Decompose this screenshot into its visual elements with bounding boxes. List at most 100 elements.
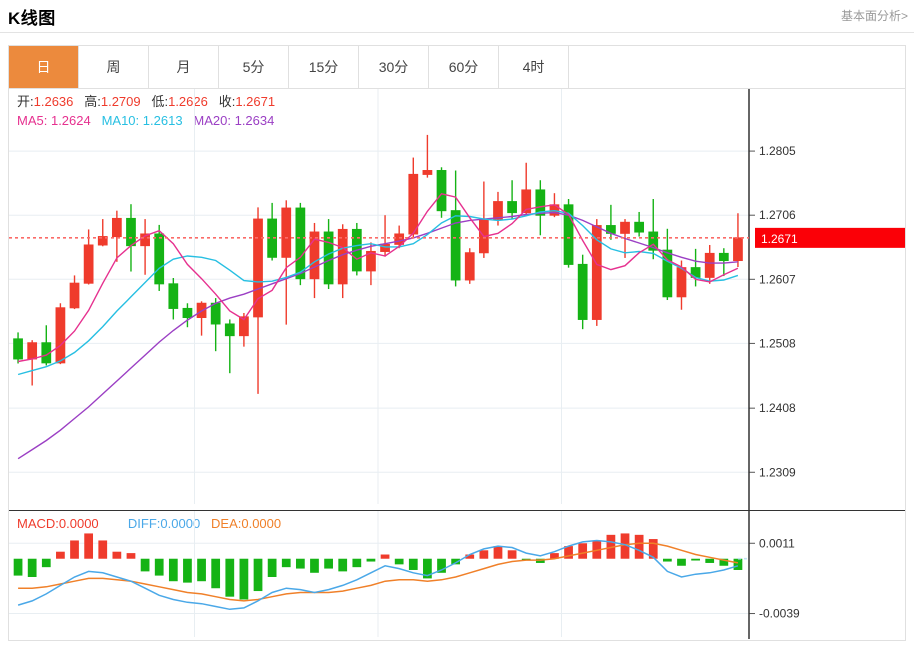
macd-label: MACD:	[17, 516, 59, 531]
candle	[27, 340, 38, 386]
diff-label: DIFF:	[127, 516, 161, 531]
current-price-tag: 1.2671	[755, 227, 905, 248]
ma20-value: 1.2634	[234, 113, 275, 128]
low-label: 低:	[151, 94, 169, 109]
page-header: K线图 基本面分析>	[0, 0, 914, 33]
macd-histogram-bar	[98, 540, 108, 559]
macd-histogram-bar	[13, 558, 23, 576]
macd-histogram-bar	[564, 546, 573, 559]
candle	[436, 167, 447, 218]
price-plot[interactable]: 1.2805 1.2706 1.2607 1.2508 1.2408 1.2309 1.26…	[9, 89, 905, 510]
ma20-label: MA20:	[193, 113, 231, 128]
macd-histogram-bar	[295, 558, 305, 569]
candle	[450, 170, 461, 287]
macd-histogram-bar	[677, 558, 686, 566]
tab-60min[interactable]: 60分	[429, 46, 499, 88]
candle	[422, 134, 433, 178]
candle	[337, 224, 348, 299]
ma5-value: 1.2624	[50, 113, 91, 128]
page-title: K线图	[8, 9, 56, 28]
candle	[111, 210, 122, 262]
dea-label: DEA:	[211, 516, 242, 531]
ma5-line	[17, 193, 739, 363]
candle	[577, 254, 588, 330]
tab-day[interactable]: 日	[9, 46, 79, 88]
tab-30min[interactable]: 30分	[359, 46, 429, 88]
macd-histogram-bar	[620, 533, 630, 559]
macd-histogram-bar	[550, 553, 559, 559]
macd-histogram-bar	[352, 558, 362, 568]
ma-legend: MA5: 1.2624 MA10: 1.2613 MA20: 1.2634	[17, 111, 274, 130]
ohlc-legend: 开:1.2636 高:1.2709 低:1.2626 收:1.2671	[17, 92, 275, 111]
macd-histogram-bar	[479, 550, 489, 559]
low-value: 1.2626	[168, 94, 208, 109]
candle	[182, 303, 193, 328]
macd-histogram-bar	[648, 539, 658, 559]
macd-histogram-bar	[267, 558, 277, 577]
macd-histogram-bar	[380, 554, 390, 559]
candle	[704, 244, 715, 284]
macd-histogram-bar	[41, 558, 51, 568]
candle	[309, 222, 320, 299]
tab-4hour[interactable]: 4时	[499, 46, 569, 88]
dea-line	[18, 542, 739, 602]
macd-histogram-bar	[154, 558, 164, 576]
candle	[563, 199, 574, 268]
price-axis-tick: 1.2805	[759, 144, 796, 158]
candle	[408, 157, 419, 238]
macd-histogram-bar	[366, 558, 376, 562]
macd-histogram-bar	[705, 558, 715, 563]
macd-histogram-bar	[691, 558, 700, 561]
macd-value: 0.0000	[58, 516, 99, 531]
macd-histogram-bar	[183, 558, 192, 583]
current-price-tag-text: 1.2671	[761, 232, 798, 246]
candle	[140, 219, 150, 275]
macd-histogram-bar	[338, 558, 348, 572]
macd-histogram-bar	[225, 558, 235, 597]
tab-5min[interactable]: 5分	[219, 46, 289, 88]
candle	[55, 303, 66, 365]
high-value: 1.2709	[100, 94, 141, 109]
candle	[69, 275, 80, 310]
ma10-label: MA10:	[101, 113, 140, 128]
candle	[154, 224, 165, 291]
macd-histogram-bar	[451, 558, 461, 565]
price-panel: 开:1.2636 高:1.2709 低:1.2626 收:1.2671 MA5:…	[9, 89, 905, 510]
macd-histogram-bar	[70, 540, 79, 559]
macd-histogram-bar	[719, 558, 729, 566]
macd-histogram-bar	[211, 558, 221, 589]
fundamental-analysis-link[interactable]: 基本面分析>	[840, 9, 908, 23]
high-label: 高:	[84, 94, 101, 109]
macd-histogram-bar	[423, 558, 432, 579]
timeframe-tabbar: 日 周 月 5分 15分 30分 60分 4时	[8, 45, 906, 89]
macd-histogram-bar	[465, 554, 475, 559]
macd-histogram-bar	[140, 558, 150, 572]
price-axis-tick: 1.2508	[759, 336, 796, 350]
price-axis-tick: 1.2706	[759, 208, 796, 222]
macd-histogram-bar	[394, 558, 404, 565]
candle	[380, 215, 390, 257]
macd-histogram-bar	[239, 558, 249, 600]
open-value: 1.2636	[33, 94, 74, 109]
candle	[464, 248, 475, 284]
macd-histogram-bar	[662, 558, 672, 562]
macd-histogram-bar	[253, 558, 263, 592]
candle	[168, 278, 179, 320]
close-value: 1.2671	[235, 94, 276, 109]
macd-histogram-bar	[634, 534, 644, 559]
tab-month[interactable]: 月	[149, 46, 219, 88]
macd-axis-tick: -0.0039	[759, 607, 800, 621]
close-label: 收:	[218, 94, 236, 109]
macd-plot[interactable]: 0.0011 -0.0039	[9, 511, 905, 639]
ma10-line	[17, 209, 739, 376]
tab-week[interactable]: 周	[79, 46, 149, 88]
candle	[13, 332, 23, 364]
macd-histogram-bar	[733, 558, 743, 570]
macd-histogram-bar	[126, 553, 136, 559]
tab-15min[interactable]: 15分	[289, 46, 359, 88]
candle	[662, 228, 673, 301]
candle	[281, 200, 292, 325]
macd-histogram-bar	[281, 558, 291, 568]
macd-panel: MACD:0.0000 DIFF:0.0000 DEA:0.0000 0.001…	[9, 510, 905, 640]
candle	[648, 199, 659, 260]
